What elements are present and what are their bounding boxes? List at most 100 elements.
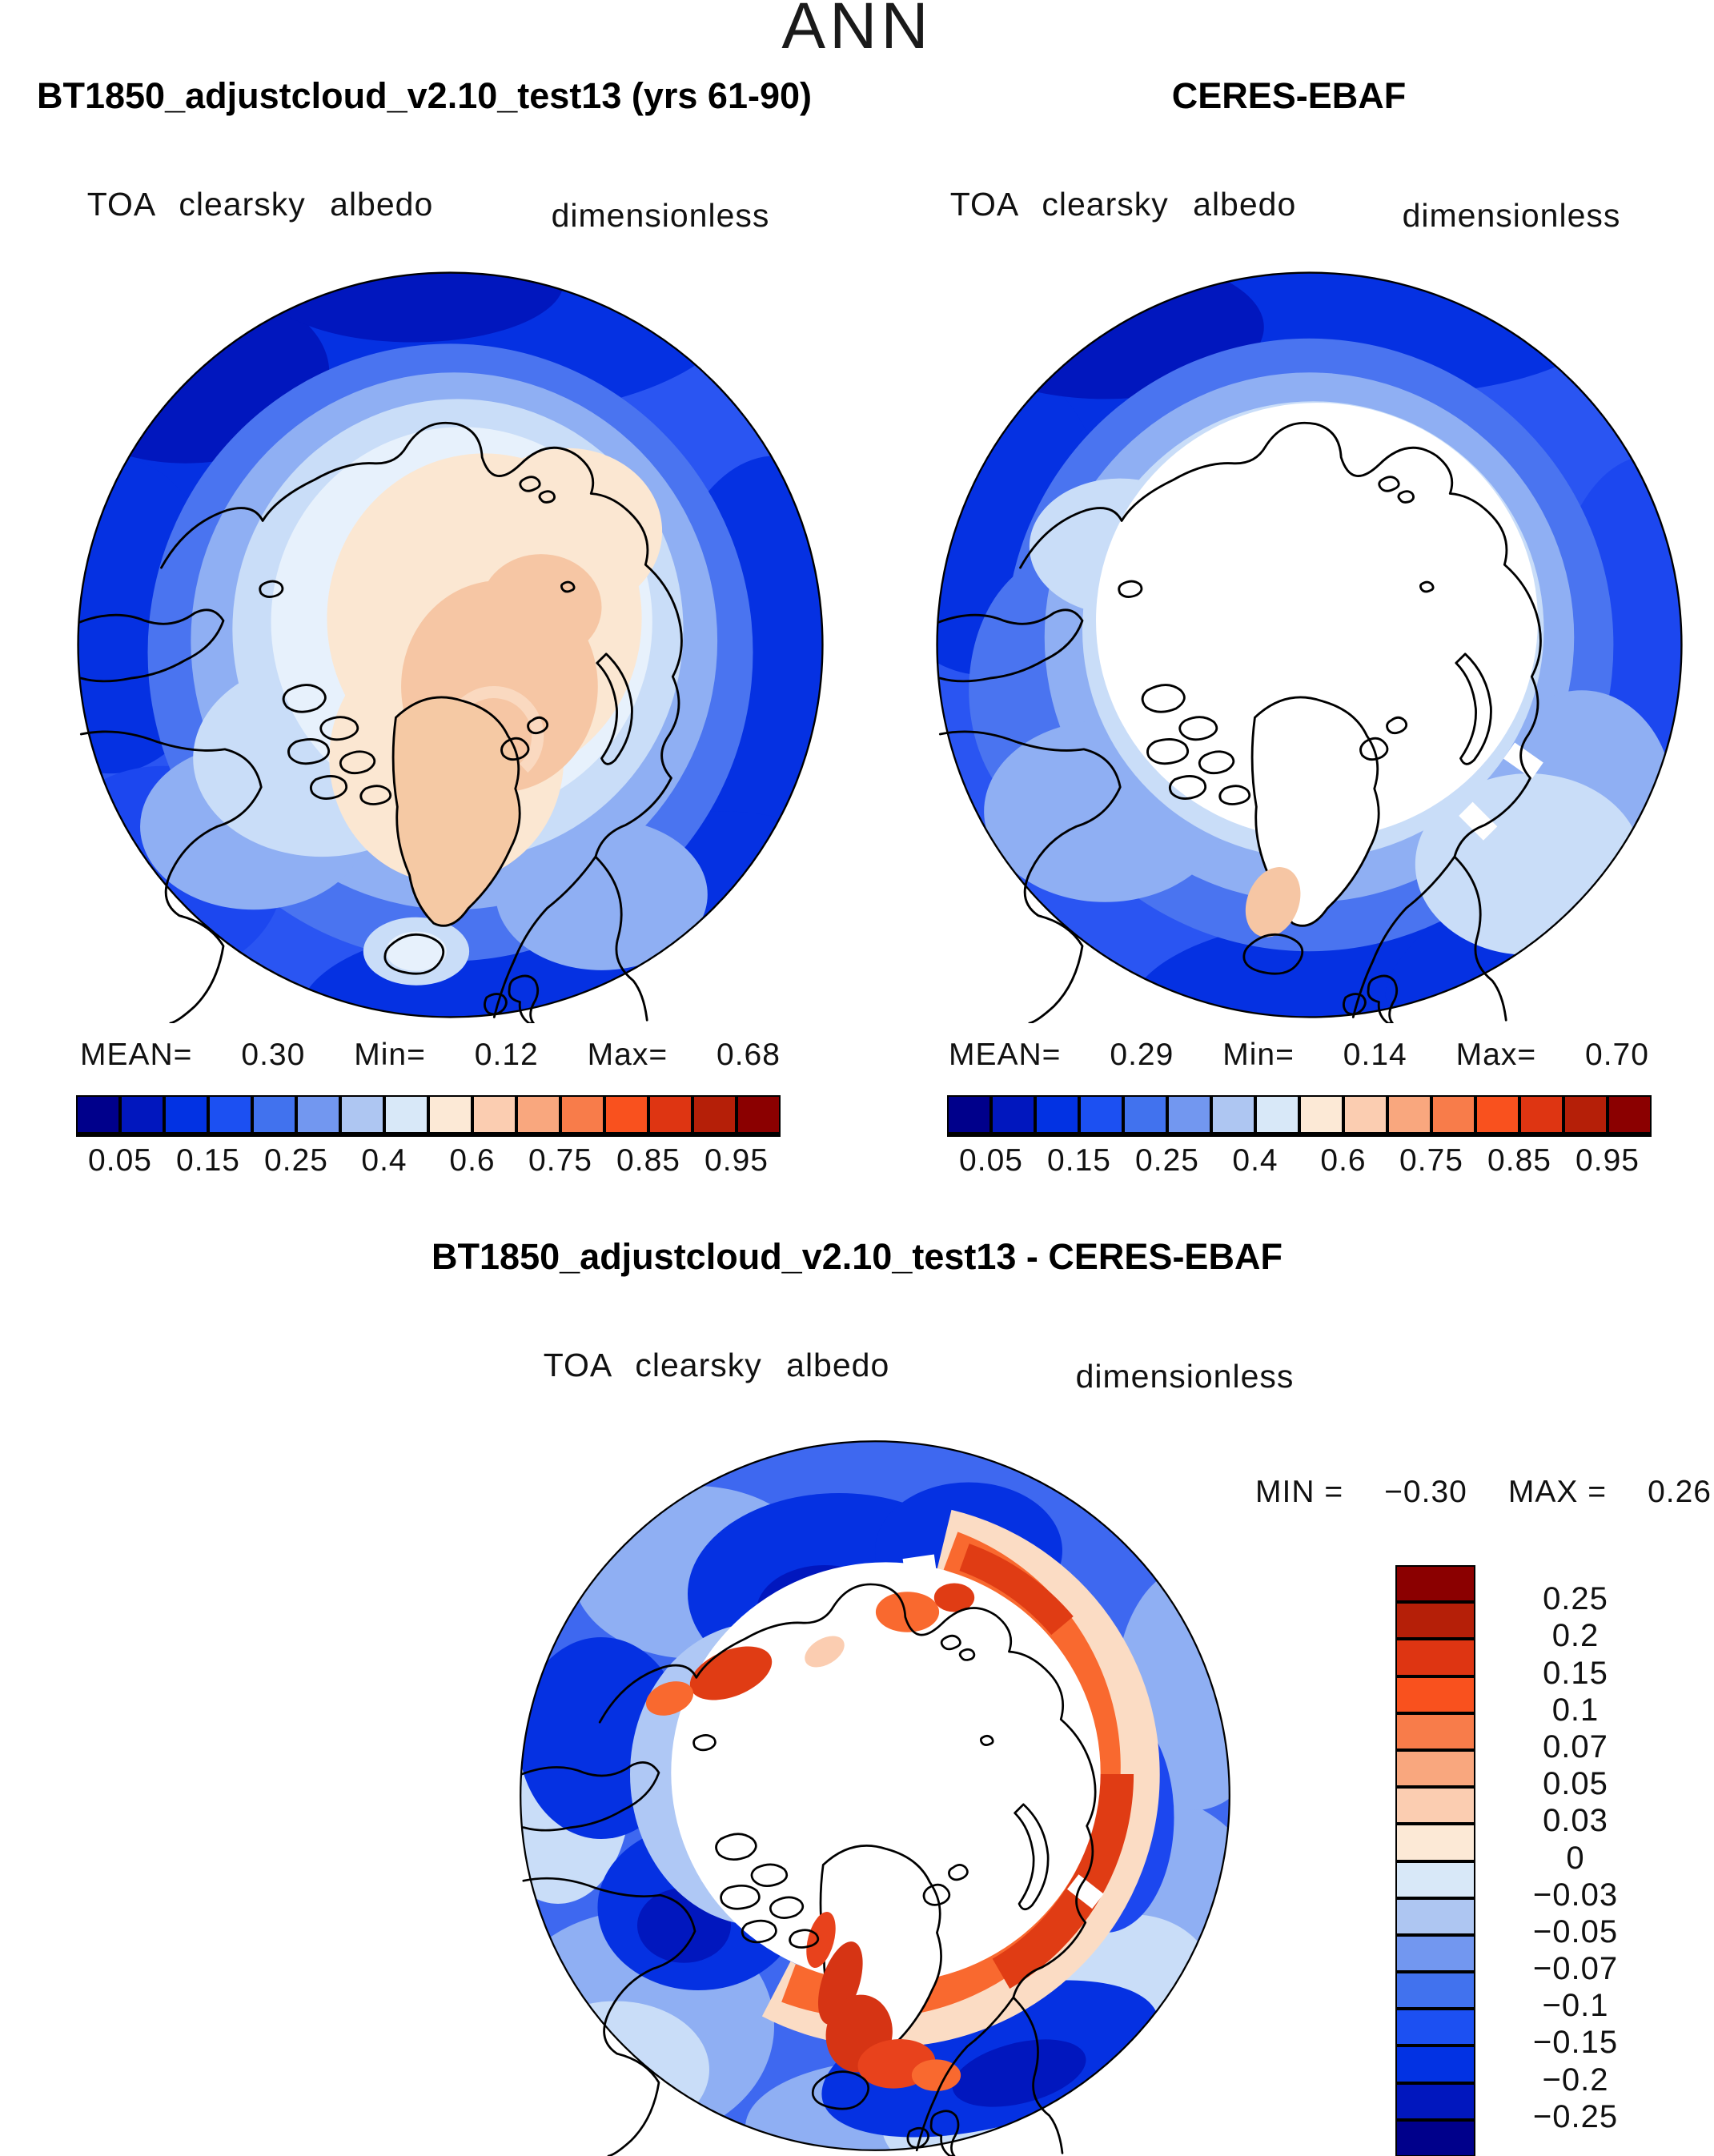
- colorbar-tick-label: 0.85: [616, 1143, 680, 1178]
- colorbar-tick-label: 0.15: [1543, 1655, 1608, 1691]
- diff-colorbar: [1395, 1565, 1475, 2156]
- colorbar-cell: [692, 1095, 737, 1134]
- colorbar-cell: [1395, 1972, 1475, 2009]
- colorbar-tick-label: 0.15: [1047, 1143, 1111, 1178]
- obs-panel-title: CERES-EBAF: [1171, 75, 1407, 116]
- colorbar-cell: [1608, 1095, 1652, 1134]
- colorbar-cell: [560, 1095, 604, 1134]
- colorbar-cell: [1395, 1639, 1475, 1676]
- colorbar-tick-label: 0.6: [1320, 1143, 1367, 1178]
- colorbar-tick-label: 0.25: [264, 1143, 328, 1178]
- max-label: Max=: [587, 1038, 668, 1072]
- colorbar-cell: [1395, 1712, 1475, 1750]
- model-units-label: dimensionless: [551, 197, 770, 234]
- colorbar-tick-label: 0.4: [361, 1143, 407, 1178]
- model-variable-label: TOA clearsky albedo: [86, 186, 434, 223]
- diff-panel-title: BT1850_adjustcloud_v2.10_test13 - CERES-…: [432, 1236, 1282, 1277]
- colorbar-cell: [1395, 1602, 1475, 1640]
- max-value: 0.70: [1585, 1038, 1649, 1072]
- colorbar-tick-label: 0.4: [1232, 1143, 1278, 1178]
- mean-label: MEAN=: [949, 1038, 1062, 1072]
- min-value: −0.30: [1384, 1475, 1467, 1509]
- season-title: ANN: [781, 0, 933, 62]
- colorbar-cell: [1123, 1095, 1167, 1134]
- positive-bias-blobs: [806, 1911, 961, 2091]
- min-value: 0.12: [474, 1038, 539, 1072]
- colorbar-cell: [208, 1095, 252, 1134]
- colorbar-tick-label: −0.25: [1532, 2098, 1619, 2134]
- obs-variable-label: TOA clearsky albedo: [949, 186, 1297, 223]
- map-boundary-circle: [520, 1440, 1230, 2151]
- colorbar-tick-label: 0.6: [449, 1143, 496, 1178]
- colorbar-cell: [1395, 1861, 1475, 1898]
- colorbar-cell: [1167, 1095, 1211, 1134]
- min-label: MIN =: [1255, 1475, 1344, 1509]
- diff-variable-label: TOA clearsky albedo: [543, 1347, 890, 1383]
- obs-map: [936, 271, 1683, 1023]
- colorbar-cell: [1387, 1095, 1431, 1134]
- colorbar-cell: [1431, 1095, 1475, 1134]
- albedo-colorbar-obs: [947, 1095, 1652, 1137]
- albedo-colorbar-obs-ticks: 0.05 0.15 0.25 0.4 0.6 0.75 0.85 0.95: [947, 1143, 1652, 1185]
- colorbar-cell: [1395, 1565, 1475, 1603]
- diff-colorbar-labels: 0.25 0.2 0.15 0.1 0.07 0.05 0.03 0 −0.03 −0.05 −0.…: [1479, 1565, 1672, 2156]
- colorbar-cell: [1299, 1095, 1343, 1134]
- colorbar-cell: [1395, 2046, 1475, 2083]
- colorbar-cell: [1395, 2009, 1475, 2046]
- min-value: 0.14: [1343, 1038, 1407, 1072]
- model-stats-row: MEAN= 0.30 Min= 0.12 Max= 0.68: [80, 1038, 781, 1073]
- mean-label: MEAN=: [80, 1038, 193, 1072]
- colorbar-tick-label: 0.07: [1543, 1728, 1608, 1765]
- colorbar-cell: [1035, 1095, 1079, 1134]
- obs-units-label: dimensionless: [1402, 197, 1621, 234]
- colorbar-tick-label: 0.95: [704, 1143, 769, 1178]
- colorbar-tick-label: 0.75: [528, 1143, 592, 1178]
- colorbar-tick-label: 0.95: [1576, 1143, 1640, 1178]
- max-value: 0.26: [1648, 1475, 1712, 1509]
- colorbar-tick-label: −0.1: [1542, 1988, 1609, 2024]
- colorbar-tick-label: −0.07: [1532, 1951, 1619, 1987]
- colorbar-tick-label: −0.05: [1532, 1913, 1619, 1949]
- colorbar-cell: [76, 1095, 120, 1134]
- colorbar-cell: [252, 1095, 296, 1134]
- colorbar-cell: [1255, 1095, 1299, 1134]
- colorbar-cell: [1395, 2082, 1475, 2120]
- max-value: 0.68: [717, 1038, 781, 1072]
- colorbar-cell: [737, 1095, 781, 1134]
- model-panel-title: BT1850_adjustcloud_v2.10_test13 (yrs 61-…: [36, 75, 812, 116]
- colorbar-tick-label: 0.05: [1543, 1766, 1608, 1802]
- colorbar-cell: [428, 1095, 472, 1134]
- obs-ocean-shading: [937, 272, 1682, 1018]
- colorbar-tick-label: 0.75: [1399, 1143, 1463, 1178]
- albedo-colorbar-model-ticks: 0.05 0.15 0.25 0.4 0.6 0.75 0.85 0.95: [76, 1143, 781, 1185]
- colorbar-tick-label: −0.03: [1532, 1877, 1619, 1913]
- colorbar-cell: [296, 1095, 340, 1134]
- min-label: Min=: [354, 1038, 426, 1072]
- colorbar-cell: [1395, 2119, 1475, 2156]
- colorbar-tick-label: 0.1: [1551, 1692, 1600, 1728]
- min-label: Min=: [1222, 1038, 1295, 1072]
- colorbar-cell: [1519, 1095, 1563, 1134]
- colorbar-tick-label: 0.25: [1543, 1581, 1608, 1617]
- colorbar-cell: [1475, 1095, 1519, 1134]
- diff-units-label: dimensionless: [1075, 1358, 1295, 1395]
- colorbar-cell: [1079, 1095, 1123, 1134]
- colorbar-cell: [648, 1095, 692, 1134]
- colorbar-tick-label: 0.25: [1135, 1143, 1199, 1178]
- colorbar-tick-label: 0.2: [1551, 1618, 1600, 1654]
- colorbar-cell: [340, 1095, 384, 1134]
- colorbar-cell: [1563, 1095, 1608, 1134]
- colorbar-cell: [1343, 1095, 1387, 1134]
- colorbar-tick-label: 0: [1566, 1840, 1585, 1876]
- colorbar-cell: [1395, 1787, 1475, 1825]
- colorbar-cell: [164, 1095, 208, 1134]
- colorbar-cell: [1395, 1824, 1475, 1861]
- colorbar-tick-label: −0.15: [1532, 2025, 1619, 2061]
- mean-value: 0.30: [241, 1038, 306, 1072]
- colorbar-cell: [516, 1095, 560, 1134]
- colorbar-tick-label: 0.15: [176, 1143, 240, 1178]
- colorbar-cell: [1395, 1676, 1475, 1713]
- colorbar-cell: [1395, 1749, 1475, 1788]
- colorbar-cell: [1395, 1934, 1475, 1973]
